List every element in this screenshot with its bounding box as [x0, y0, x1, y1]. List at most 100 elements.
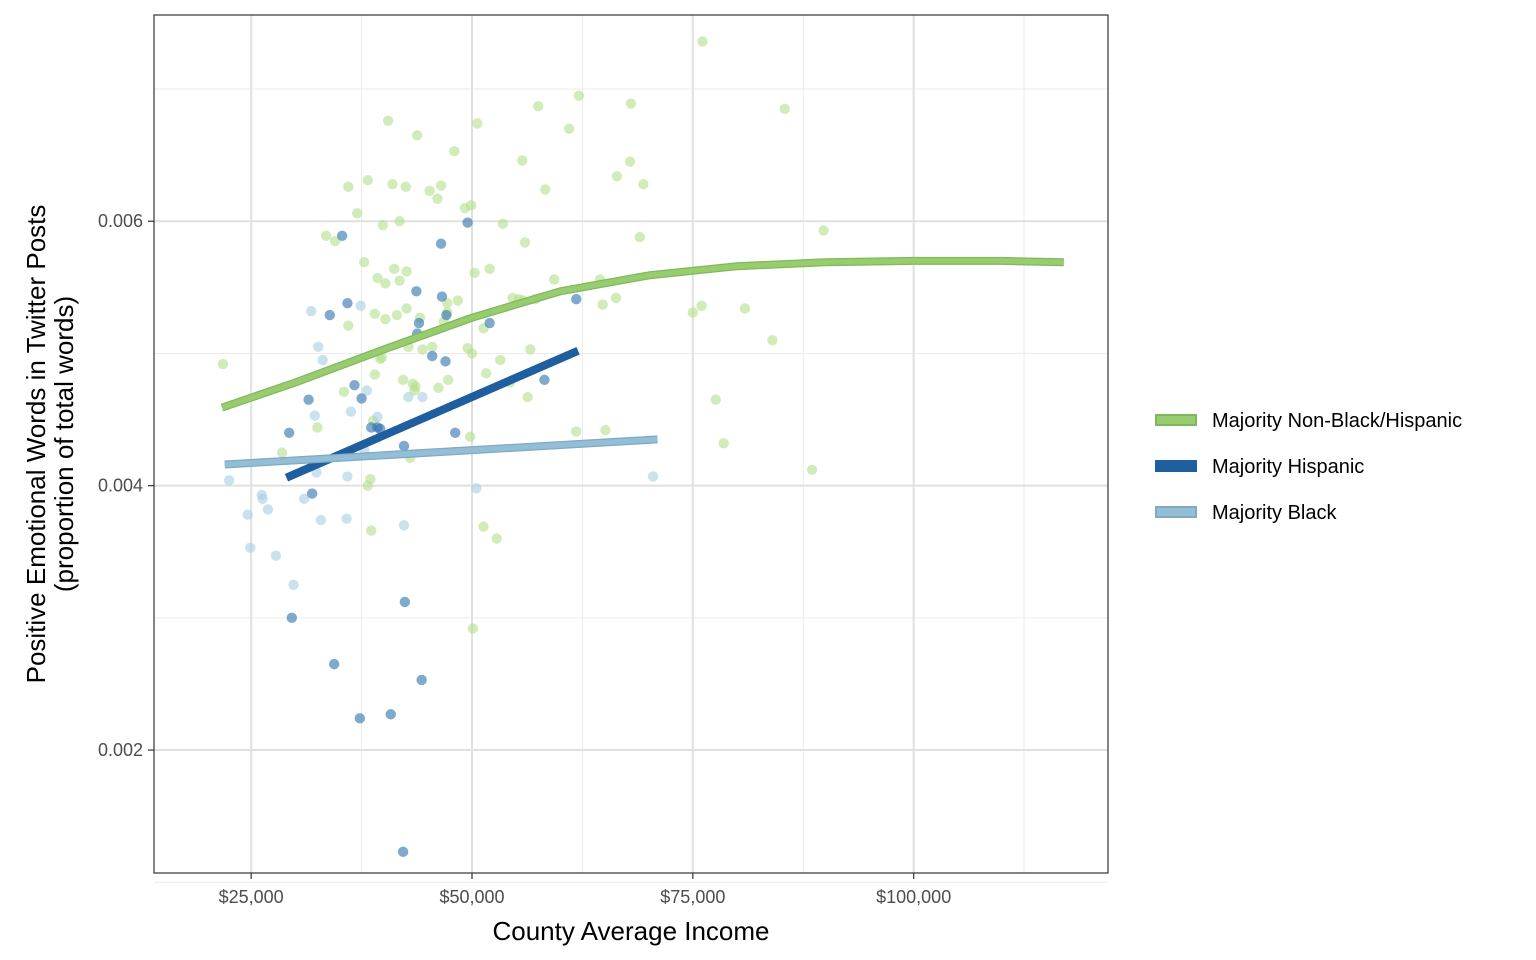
- scatter-point: [436, 291, 448, 302]
- scatter-point: [321, 230, 332, 241]
- scatter-point: [324, 309, 335, 321]
- scatter-point: [361, 385, 373, 396]
- x-tick-label: $75,000: [660, 887, 725, 907]
- scatter-point: [403, 391, 414, 403]
- scatter-point: [432, 193, 443, 204]
- scatter-point: [372, 272, 383, 284]
- scatter-point: [525, 344, 536, 355]
- scatter-point: [223, 475, 235, 486]
- scatter-point: [385, 709, 396, 720]
- plot-area: [153, 14, 1109, 883]
- scatter-point: [806, 464, 818, 475]
- fit-line-majority-black: [224, 435, 658, 469]
- scatter-point: [397, 846, 409, 858]
- scatter-point: [394, 216, 405, 227]
- scatter-point: [739, 303, 751, 314]
- legend-key: [1155, 414, 1197, 426]
- scatter-point: [462, 217, 473, 228]
- scatter-point: [548, 274, 560, 285]
- legend-key: [1155, 460, 1197, 472]
- scatter-point: [412, 130, 423, 141]
- scatter-point: [611, 171, 623, 182]
- scatter-point: [624, 156, 636, 167]
- x-axis-title: County Average Income: [492, 916, 769, 946]
- scatter-point: [417, 391, 428, 403]
- scatter-point: [413, 317, 425, 329]
- scatter-point: [472, 118, 483, 129]
- scatter-point: [309, 410, 320, 421]
- legend-key: [1155, 506, 1197, 518]
- scatter-point: [399, 596, 411, 608]
- scatter-point: [400, 181, 411, 193]
- scatter-point: [398, 520, 410, 531]
- scatter-point: [449, 145, 460, 157]
- scatter-point: [491, 533, 502, 544]
- scatter-point: [343, 181, 354, 193]
- scatter-point: [276, 447, 288, 458]
- scatter-point: [342, 471, 353, 482]
- scatter-point: [424, 185, 435, 197]
- legend-label: Majority Black: [1212, 502, 1337, 524]
- scatter-point: [638, 179, 649, 190]
- fit-line-majority-non-black-hispanic: [220, 256, 1064, 412]
- scatter-point: [343, 320, 354, 331]
- scatter-point: [471, 483, 482, 494]
- scatter-point: [306, 488, 318, 499]
- y-axis: 0.002 0.004 0.006: [98, 211, 154, 760]
- scatter-point: [315, 514, 327, 526]
- scatter-point: [484, 317, 495, 329]
- scatter-point: [610, 292, 622, 304]
- scatter-point: [345, 406, 357, 417]
- scatter-point: [480, 368, 492, 379]
- scatter-point: [563, 123, 575, 134]
- scatter-point: [397, 374, 409, 386]
- legend-item: Majority Non-Black/Hispanic: [1155, 410, 1462, 432]
- scatter-point: [818, 225, 829, 236]
- scatter-point: [539, 374, 550, 386]
- fit-line: [224, 436, 658, 468]
- scatter-point: [387, 179, 398, 190]
- y-axis-title-group: Positive Emotional Words in Twitter Post…: [21, 205, 79, 684]
- scatter-point: [217, 358, 229, 370]
- scatter-point: [341, 513, 352, 524]
- scatter-point: [573, 90, 585, 101]
- scatter-point: [401, 303, 412, 314]
- y-tick-label: 0.004: [98, 476, 143, 496]
- scatter-point: [465, 200, 477, 211]
- scatter-point: [469, 267, 480, 278]
- scatter-point: [380, 313, 391, 325]
- scatter-point: [394, 275, 405, 286]
- scatter-point: [369, 308, 381, 319]
- x-tick-label: $100,000: [876, 887, 951, 907]
- scatter-point: [767, 335, 778, 346]
- scatter-point: [533, 101, 544, 112]
- scatter-point: [366, 525, 377, 536]
- legend-item: Majority Hispanic: [1155, 456, 1364, 478]
- scatter-point: [362, 175, 373, 186]
- scatter-point: [435, 238, 447, 249]
- scatter-point: [625, 98, 637, 109]
- x-tick-label: $50,000: [439, 887, 504, 907]
- scatter-point: [313, 341, 324, 353]
- scatter-point: [262, 504, 274, 515]
- scatter-point: [450, 427, 461, 438]
- scatter-point: [597, 299, 608, 310]
- scatter-point: [435, 180, 447, 191]
- scatter-point: [359, 257, 370, 268]
- scatter-point: [467, 623, 479, 634]
- scatter-point: [338, 386, 350, 397]
- scatter-point: [354, 713, 366, 724]
- scatter-point: [427, 341, 438, 353]
- scatter-point: [391, 309, 403, 321]
- scatter-point: [401, 266, 412, 277]
- scatter-point: [377, 220, 388, 231]
- scatter-point: [382, 115, 394, 126]
- scatter-point: [696, 300, 707, 312]
- scatter-point: [647, 471, 659, 482]
- legend-label: Majority Hispanic: [1212, 456, 1364, 478]
- scatter-point: [242, 509, 253, 520]
- legend: Majority Non-Black/Hispanic Majority Hisp…: [1155, 410, 1462, 524]
- x-tick-label: $25,000: [219, 887, 284, 907]
- scatter-point: [298, 493, 310, 505]
